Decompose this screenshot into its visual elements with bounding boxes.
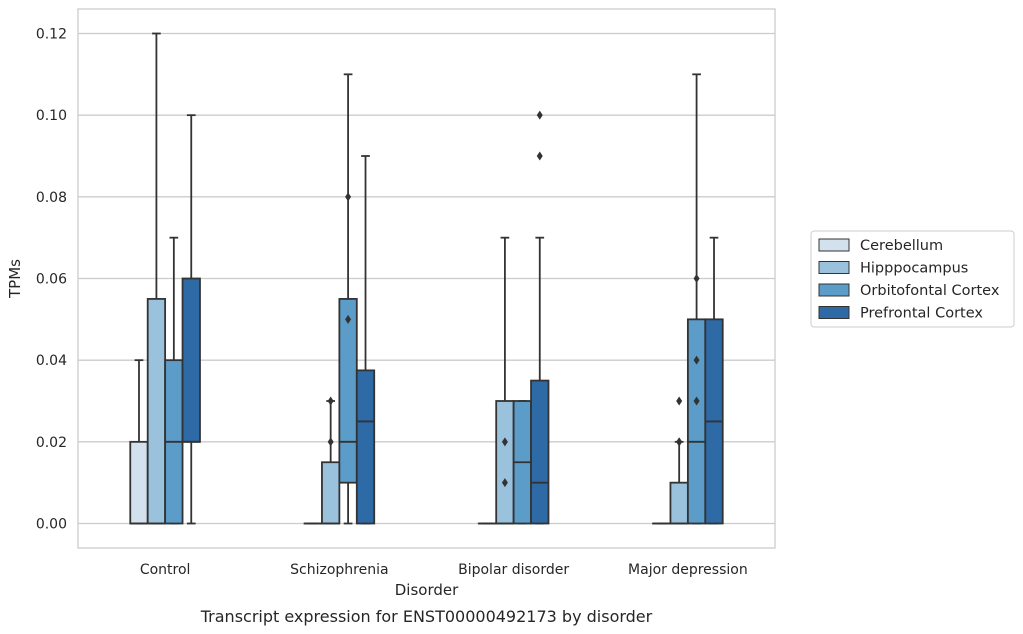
box-body: [355, 369, 376, 525]
y-axis-ticks: 0.00 0.02 0.04 0.06 0.08 0.10 0.12: [36, 27, 67, 533]
y-tick-label: 0.02: [36, 435, 67, 451]
plot-boxes: [129, 32, 724, 525]
legend-label: Orbitofontal Cortex: [860, 283, 1000, 299]
y-tick-label: 0.12: [36, 27, 67, 43]
legend-label: Hipppocampus: [860, 261, 968, 277]
legend-frame: [810, 230, 1015, 328]
box-body: [146, 298, 167, 525]
legend: Cerebellum Hipppocampus Orbitofontal Corte…: [810, 230, 1015, 328]
x-tick-label: Schizophrenia: [290, 562, 388, 578]
outlier-point: [501, 478, 508, 488]
outlier-point: [327, 437, 334, 447]
outlier-point: [693, 396, 700, 406]
x-axis-label: Disorder: [395, 581, 459, 599]
box-orbitofontal-cortex: [686, 73, 707, 525]
outlier-point: [536, 110, 543, 120]
box-hipppocampus: [321, 396, 341, 525]
y-tick-label: 0.04: [36, 353, 67, 369]
outlier-point: [327, 396, 334, 406]
outlier-point: [501, 437, 508, 447]
x-tick-label: Bipolar disorder: [458, 562, 569, 578]
legend-swatch: [818, 283, 850, 297]
box-prefrontal-cortex: [530, 110, 550, 525]
box-body: [530, 379, 550, 525]
box-body: [338, 298, 358, 484]
chart-caption: Transcript expression for ENST0000049217…: [200, 607, 653, 626]
y-axis-label: TPMs: [6, 259, 24, 299]
outlier-point: [676, 437, 683, 447]
box-body: [669, 481, 689, 525]
box-hipppocampus: [669, 396, 689, 525]
box-body: [129, 440, 149, 525]
box-prefrontal-cortex: [355, 155, 376, 525]
y-tick-label: 0.10: [36, 108, 67, 124]
box-hipppocampus: [146, 32, 167, 525]
box-body: [495, 400, 515, 525]
outlier-point: [693, 355, 700, 365]
y-tick-label: 0.00: [36, 517, 67, 533]
legend-swatch: [818, 306, 850, 319]
outlier-point: [345, 314, 352, 324]
x-tick-label: Major depression: [628, 562, 748, 578]
box-body: [181, 277, 201, 443]
legend-label: Prefrontal Cortex: [860, 306, 983, 322]
legend-label: Cerebellum: [860, 238, 943, 254]
box-prefrontal-cortex: [704, 236, 724, 525]
y-tick-label: 0.06: [36, 272, 67, 288]
box-orbitofontal-cortex: [164, 236, 184, 525]
x-axis-ticks: Control Schizophrenia Bipolar disorder Majo…: [140, 562, 748, 578]
outlier-point: [536, 151, 543, 161]
box-cerebellum: [129, 359, 149, 525]
y-tick-label: 0.08: [36, 190, 67, 206]
box-orbitofontal-cortex: [512, 400, 532, 525]
box-orbitofontal-cortex: [338, 73, 358, 525]
x-tick-label: Control: [140, 562, 191, 578]
box-hipppocampus: [495, 236, 515, 525]
box-body: [321, 461, 341, 525]
plot-frame: [77, 8, 776, 549]
legend-swatch: [818, 238, 850, 252]
box-prefrontal-cortex: [181, 114, 201, 525]
outlier-point: [693, 274, 700, 283]
outlier-point: [345, 192, 352, 202]
outlier-point: [676, 396, 683, 406]
legend-swatch: [818, 261, 850, 274]
box-body: [686, 318, 707, 525]
